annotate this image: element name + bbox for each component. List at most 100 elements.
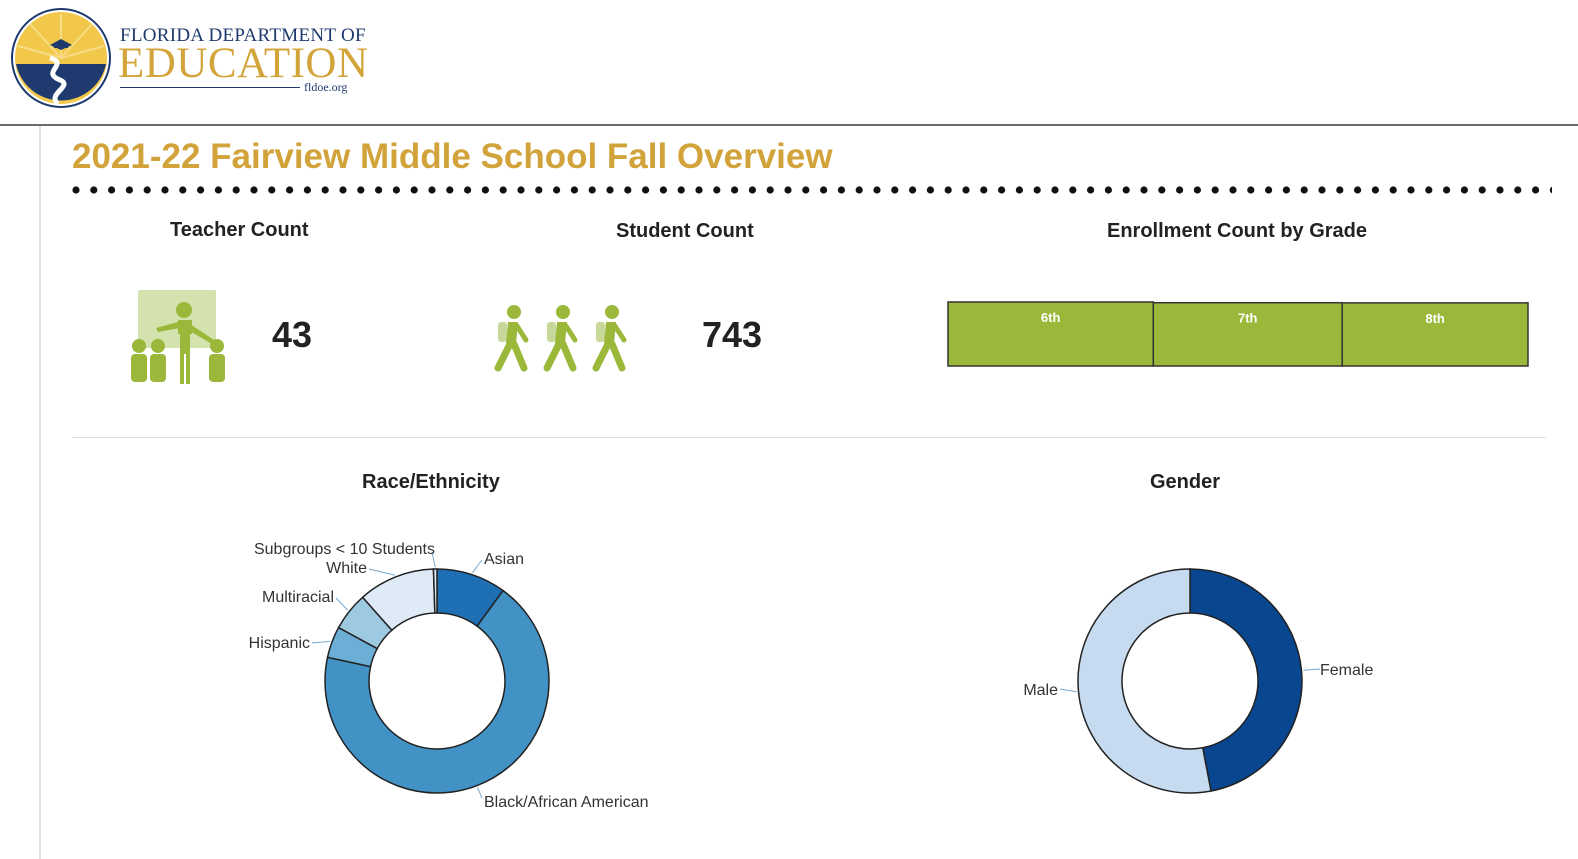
divider-dot bbox=[108, 186, 116, 194]
divider-dot bbox=[303, 186, 311, 194]
race-leader-line bbox=[368, 568, 395, 576]
fldoe-logo-icon[interactable] bbox=[10, 6, 112, 110]
divider-dot bbox=[375, 186, 383, 194]
dotted-divider bbox=[72, 186, 1552, 194]
divider-dot bbox=[748, 186, 757, 194]
divider-dot bbox=[1336, 186, 1344, 194]
divider-dot bbox=[1478, 186, 1486, 194]
divider-dot bbox=[1158, 186, 1166, 194]
divider-dot bbox=[766, 186, 774, 194]
divider-dot bbox=[1282, 186, 1290, 194]
divider-dot bbox=[357, 186, 365, 194]
students-walking-icon bbox=[494, 305, 627, 372]
divider-dot bbox=[659, 186, 668, 194]
divider-dot bbox=[1532, 186, 1540, 194]
gender-leader-line bbox=[1059, 688, 1077, 693]
divider-dot bbox=[1140, 186, 1148, 194]
race-label: Asian bbox=[484, 551, 524, 568]
left-border bbox=[39, 126, 41, 859]
gender-label: Female bbox=[1320, 662, 1373, 679]
divider-dot bbox=[855, 186, 863, 194]
race-leader-line bbox=[311, 640, 331, 644]
enrollment-chart-title: Enrollment Count by Grade bbox=[1107, 220, 1368, 242]
race-label: Subgroups < 10 Students bbox=[254, 541, 435, 558]
divider-dot bbox=[464, 186, 472, 194]
divider-dot bbox=[1300, 186, 1308, 194]
divider-dot bbox=[1193, 186, 1201, 194]
divider-dot bbox=[1549, 186, 1552, 194]
divider-dot bbox=[1407, 186, 1415, 194]
enrollment-bar-6th[interactable] bbox=[947, 301, 1155, 367]
divider-dot bbox=[1087, 186, 1095, 194]
divider-dot bbox=[731, 186, 739, 194]
gender-leader-line bbox=[1303, 668, 1321, 671]
divider-dot bbox=[214, 186, 222, 194]
divider-dot bbox=[90, 186, 98, 194]
divider-dot bbox=[570, 186, 578, 194]
divider-dot bbox=[1247, 186, 1255, 194]
divider-dot bbox=[891, 186, 899, 194]
logo-url: fldoe.org bbox=[304, 80, 348, 94]
divider-dot bbox=[837, 186, 846, 194]
logo-title-line2: Education bbox=[118, 40, 369, 87]
enrollment-bar-label: 8th bbox=[1425, 311, 1445, 326]
divider-dot bbox=[250, 186, 258, 194]
race-leader-line bbox=[431, 551, 436, 568]
divider-dot bbox=[695, 186, 703, 194]
divider-dot bbox=[606, 186, 614, 194]
divider-dot bbox=[1265, 186, 1273, 194]
race-leader-line bbox=[335, 597, 349, 611]
divider-dot bbox=[517, 186, 525, 194]
race-ethnicity-donut-chart: Asian Black/African American Hispanic Multi… bbox=[249, 541, 649, 811]
divider-dot bbox=[1015, 186, 1024, 194]
enrollment-bar-label: 7th bbox=[1238, 311, 1258, 326]
race-leader-line bbox=[472, 559, 483, 573]
divider-dot bbox=[980, 186, 988, 194]
divider-dot bbox=[962, 186, 970, 194]
teacher-icon bbox=[131, 290, 225, 384]
gender-label: Male bbox=[1023, 682, 1058, 699]
divider-dot bbox=[197, 186, 205, 194]
divider-dot bbox=[232, 186, 240, 194]
divider-dot bbox=[1318, 186, 1326, 194]
divider-dot bbox=[1122, 186, 1130, 194]
enrollment-chart: 6th 7th 8th bbox=[947, 301, 1529, 367]
divider-dot bbox=[179, 186, 187, 194]
site-header: Florida Department of Education fldoe.or… bbox=[0, 0, 1578, 126]
divider-dot bbox=[410, 186, 418, 194]
divider-dot bbox=[802, 186, 810, 194]
enrollment-bar-7th[interactable] bbox=[1152, 301, 1343, 367]
divider-dot bbox=[677, 186, 685, 194]
divider-dot bbox=[125, 186, 133, 194]
divider-dot bbox=[446, 186, 454, 194]
divider-dot bbox=[321, 186, 329, 194]
divider-dot bbox=[926, 186, 935, 194]
divider-dot bbox=[392, 186, 400, 194]
divider-dot bbox=[820, 186, 828, 194]
enrollment-bar-8th[interactable] bbox=[1341, 302, 1529, 367]
divider-dot bbox=[1496, 186, 1504, 194]
race-slice-black-african-american[interactable] bbox=[324, 589, 550, 794]
race-slice-subgroups-10-students[interactable] bbox=[432, 568, 438, 614]
student-count-value: 743 bbox=[702, 314, 763, 355]
page-title: 2021-22 Fairview Middle School Fall Over… bbox=[72, 137, 833, 176]
divider-dot bbox=[339, 186, 347, 194]
section-divider bbox=[72, 437, 1546, 438]
divider-dot bbox=[1229, 186, 1237, 194]
race-label: White bbox=[326, 560, 367, 577]
divider-dot bbox=[1176, 186, 1184, 194]
divider-dot bbox=[873, 186, 881, 194]
teacher-count-title: Teacher Count bbox=[170, 219, 309, 241]
race-label: Black/African American bbox=[484, 794, 649, 811]
race-label: Multiracial bbox=[262, 589, 334, 606]
divider-dot bbox=[1389, 186, 1397, 194]
divider-dot bbox=[1371, 186, 1379, 194]
teacher-count-value: 43 bbox=[272, 314, 313, 355]
divider-dot bbox=[624, 186, 632, 194]
gender-slice-female[interactable] bbox=[1189, 568, 1303, 792]
gender-slice-male[interactable] bbox=[1077, 568, 1212, 794]
divider-dot bbox=[1051, 186, 1059, 194]
divider-dot bbox=[1425, 186, 1433, 194]
divider-dot bbox=[553, 186, 561, 194]
logo-title-line1: Florida Department of bbox=[120, 25, 366, 46]
